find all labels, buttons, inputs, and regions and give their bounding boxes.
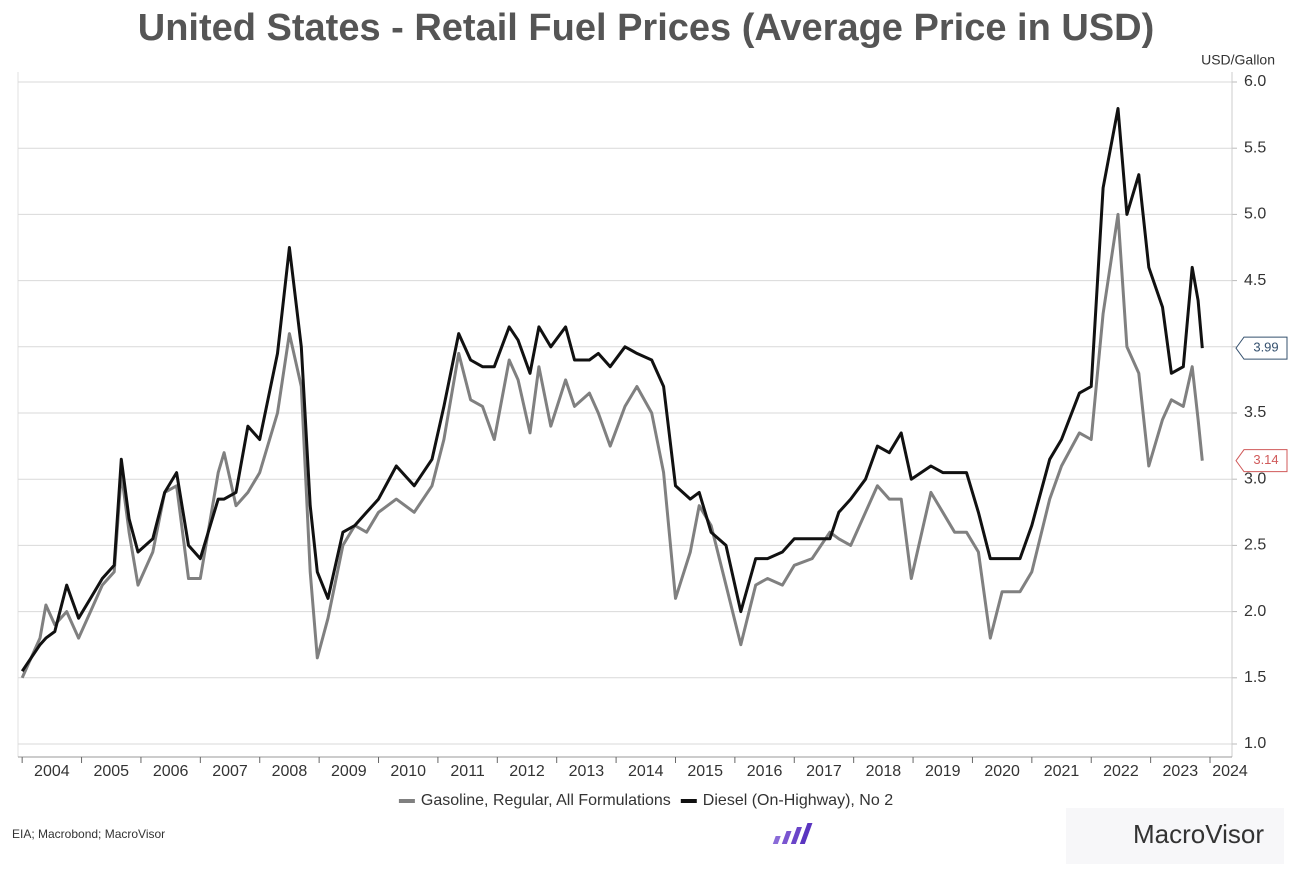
legend-label: Diesel (On-Highway), No 2 bbox=[703, 792, 893, 809]
y-tick-label: 6.0 bbox=[1244, 73, 1266, 90]
legend: Gasoline, Regular, All Formulations Diese… bbox=[398, 792, 893, 809]
x-tick-label: 2017 bbox=[806, 763, 842, 780]
y-tick-label: 2.0 bbox=[1244, 603, 1266, 620]
x-tick-label: 2010 bbox=[390, 763, 426, 780]
logo-bar bbox=[772, 836, 781, 844]
series-line bbox=[20, 107, 1204, 673]
end-value-tag bbox=[1235, 449, 1288, 473]
x-tick-label: 2014 bbox=[628, 763, 664, 780]
y-tick-label: 3.5 bbox=[1244, 404, 1266, 421]
end-value-tag bbox=[1235, 336, 1288, 360]
y-tick-label: 4.5 bbox=[1244, 272, 1266, 289]
logo-bar bbox=[799, 823, 813, 844]
x-tick-label: 2004 bbox=[34, 763, 70, 780]
x-tick-label: 2012 bbox=[509, 763, 545, 780]
logo-text: MacroVisor bbox=[1133, 819, 1264, 849]
x-tick-label: 2011 bbox=[450, 763, 485, 780]
y-tick-label: 3.0 bbox=[1244, 470, 1266, 487]
x-tick-label: 2005 bbox=[93, 763, 129, 780]
x-tick-label: 2024 bbox=[1212, 763, 1248, 780]
chart-title: United States - Retail Fuel Prices (Aver… bbox=[138, 7, 1154, 49]
end-value-label: 3.99 bbox=[1253, 340, 1278, 355]
end-value-label: 3.14 bbox=[1253, 452, 1278, 467]
x-tick-label: 2018 bbox=[866, 763, 902, 780]
logo-bar bbox=[781, 831, 792, 844]
y-axis-label: USD/Gallon bbox=[1201, 52, 1275, 68]
x-tick-label: 2013 bbox=[569, 763, 605, 780]
legend-label: Gasoline, Regular, All Formulations bbox=[421, 792, 671, 809]
x-tick-label: 2009 bbox=[331, 763, 367, 780]
y-tick-label: 1.5 bbox=[1244, 669, 1266, 686]
brand-logo: MacroVisor bbox=[772, 808, 1284, 864]
source-note: EIA; Macrobond; MacroVisor bbox=[12, 827, 165, 841]
x-tick-label: 2019 bbox=[925, 763, 961, 780]
x-tick-label: 2008 bbox=[272, 763, 308, 780]
x-tick-label: 2006 bbox=[153, 763, 189, 780]
x-tick-label: 2022 bbox=[1103, 763, 1139, 780]
x-tick-label: 2021 bbox=[1044, 763, 1080, 780]
series-line bbox=[20, 212, 1204, 679]
y-tick-label: 2.5 bbox=[1244, 537, 1266, 554]
y-tick-label: 5.5 bbox=[1244, 139, 1266, 156]
y-tick-label: 5.0 bbox=[1244, 206, 1266, 223]
x-tick-label: 2023 bbox=[1163, 763, 1199, 780]
x-tick-label: 2007 bbox=[212, 763, 248, 780]
x-tick-label: 2020 bbox=[984, 763, 1020, 780]
x-tick-label: 2015 bbox=[687, 763, 723, 780]
x-tick-label: 2016 bbox=[747, 763, 783, 780]
logo-bar bbox=[790, 827, 802, 844]
y-tick-label: 1.0 bbox=[1244, 735, 1266, 752]
logo-background bbox=[1066, 808, 1284, 864]
